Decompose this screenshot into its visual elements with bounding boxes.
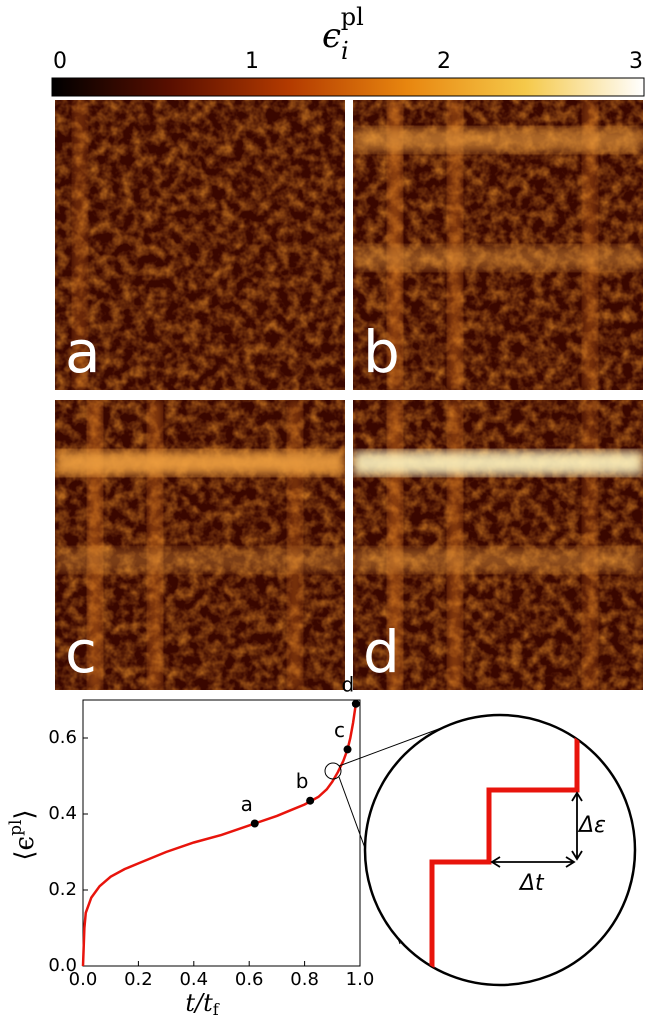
plot-frame: [82, 699, 361, 967]
y-axis-label: ⟨ϵpl⟩: [6, 809, 41, 860]
dt-arrow: [490, 856, 576, 868]
y-label-after: ⟩: [10, 809, 40, 819]
colorbar-tick-label: 1: [245, 49, 259, 74]
y-tick-label: 0.4: [48, 803, 77, 824]
title-sup: pl: [341, 3, 364, 31]
panel-label: b: [363, 318, 400, 386]
x-tick-label: 0.0: [69, 969, 98, 990]
state-point: [306, 796, 315, 805]
heatmap: [55, 100, 345, 390]
x-label-sub: f: [213, 1000, 220, 1019]
inset-label: Δε: [577, 813, 606, 838]
inset-label: Δt: [518, 871, 545, 896]
heatmap: [353, 400, 643, 690]
zoom-line: [338, 726, 445, 767]
panel-label: a: [65, 318, 101, 386]
zoom-marker: [324, 762, 342, 780]
staircase: [429, 715, 580, 985]
state-point: [343, 745, 352, 754]
x-label-base: t/t: [185, 989, 213, 1017]
curve: [81, 703, 358, 967]
x-tick-label: 0.8: [290, 969, 319, 990]
x-tick-label: 0.6: [235, 969, 264, 990]
state-label: c: [334, 718, 345, 742]
state-label: a: [241, 792, 253, 816]
colorbar: [51, 77, 645, 97]
colorbar-title: ϵi pl: [322, 3, 364, 65]
x-tick-label: 0.4: [179, 969, 208, 990]
de-arrow: [571, 791, 583, 861]
colorbar-tick-label: 3: [629, 49, 643, 74]
panel-label: d: [363, 618, 400, 686]
x-tick-label: 1.0: [346, 969, 375, 990]
title-sub: i: [341, 37, 349, 65]
heatmap: [353, 100, 643, 390]
x-tick-label: 0.2: [124, 969, 153, 990]
y-tick-label: 0.6: [48, 727, 77, 748]
colorbar-tick-label: 2: [437, 49, 451, 74]
colorbar-tick-label: 0: [53, 49, 67, 74]
y-label-sup: pl: [6, 820, 26, 836]
x-axis-label: t/tf: [185, 989, 219, 1019]
y-tick-label: 0.2: [48, 879, 77, 900]
state-label: d: [341, 672, 354, 696]
y-tick-label: 0.0: [48, 955, 77, 976]
zoom-circle: [363, 713, 637, 987]
y-label-before: ⟨ϵ: [10, 836, 40, 861]
heatmap-panels: [55, 100, 643, 690]
state-point: [250, 819, 259, 828]
title-base: ϵ: [322, 16, 341, 56]
panel-label: c: [65, 618, 97, 686]
state-point: [351, 699, 360, 708]
heatmap: [55, 400, 345, 690]
state-label: b: [296, 769, 309, 793]
